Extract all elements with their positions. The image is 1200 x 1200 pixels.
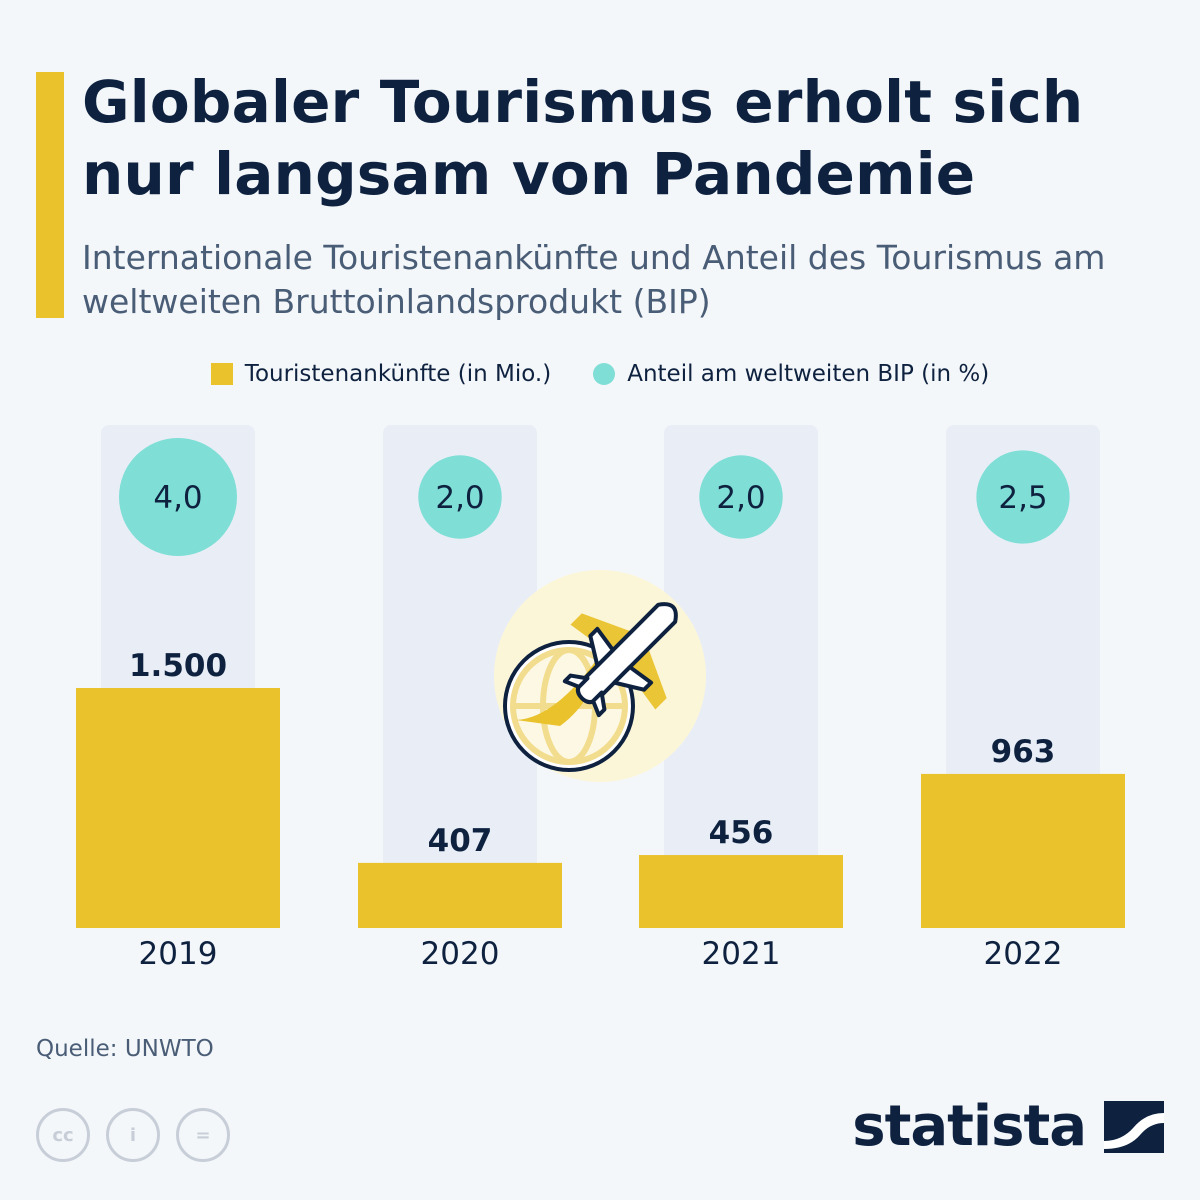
arrivals-value-label: 407 bbox=[428, 823, 493, 859]
arrivals-value-label: 1.500 bbox=[129, 648, 227, 684]
gdp-share-circle bbox=[119, 438, 237, 556]
legend-label-arrivals: Touristenankünfte (in Mio.) bbox=[244, 361, 552, 387]
x-tick-label: 2019 bbox=[139, 936, 218, 972]
gdp-share-label: 2,0 bbox=[435, 480, 484, 516]
legend: Touristenankünfte (in Mio.) Anteil am we… bbox=[0, 356, 1200, 392]
legend-item-arrivals: Touristenankünfte (in Mio.) bbox=[210, 361, 552, 387]
statista-logo: statista bbox=[852, 1094, 1164, 1159]
gdp-share-label: 4,0 bbox=[153, 480, 202, 516]
cc-icon: cc bbox=[36, 1108, 90, 1162]
x-tick-label: 2022 bbox=[984, 936, 1063, 972]
arrivals-bar bbox=[639, 855, 843, 928]
column-background bbox=[383, 425, 537, 928]
arrivals-value-label: 456 bbox=[709, 815, 774, 851]
legend-label-gdp: Anteil am weltweiten BIP (in %) bbox=[627, 361, 990, 387]
x-tick-label: 2021 bbox=[702, 936, 781, 972]
gdp-share-circle bbox=[418, 455, 502, 539]
arrivals-bar bbox=[358, 862, 562, 928]
by-icon: i bbox=[106, 1108, 160, 1162]
arrivals-bar bbox=[76, 688, 280, 928]
arrivals-value-label: 963 bbox=[991, 734, 1056, 770]
legend-item-gdp: Anteil am weltweiten BIP (in %) bbox=[593, 361, 989, 387]
gdp-share-label: 2,0 bbox=[716, 480, 765, 516]
title-accent-bar bbox=[36, 72, 64, 318]
gdp-share-circle bbox=[976, 450, 1070, 544]
chart-subtitle: Internationale Touristenankünfte und Ant… bbox=[82, 238, 1106, 321]
gdp-share-label: 2,5 bbox=[998, 480, 1047, 516]
gdp-share-circle bbox=[699, 455, 783, 539]
brand-name: statista bbox=[852, 1094, 1087, 1159]
license-icons: cc i = bbox=[36, 1108, 230, 1162]
legend-swatch-gdp bbox=[593, 363, 616, 385]
x-tick-label: 2020 bbox=[421, 936, 500, 972]
legend-swatch-arrivals bbox=[210, 363, 233, 385]
column-background bbox=[664, 425, 818, 928]
airplane-icon bbox=[562, 602, 678, 718]
arrivals-bar bbox=[921, 773, 1125, 928]
plane-globe-illustration bbox=[494, 570, 706, 782]
nd-icon: = bbox=[176, 1108, 230, 1162]
source-note: Quelle: UNWTO bbox=[36, 1036, 214, 1062]
chart-title: Globaler Tourismus erholt sich nur langs… bbox=[82, 68, 1084, 208]
statista-mark-icon bbox=[1104, 1100, 1164, 1153]
